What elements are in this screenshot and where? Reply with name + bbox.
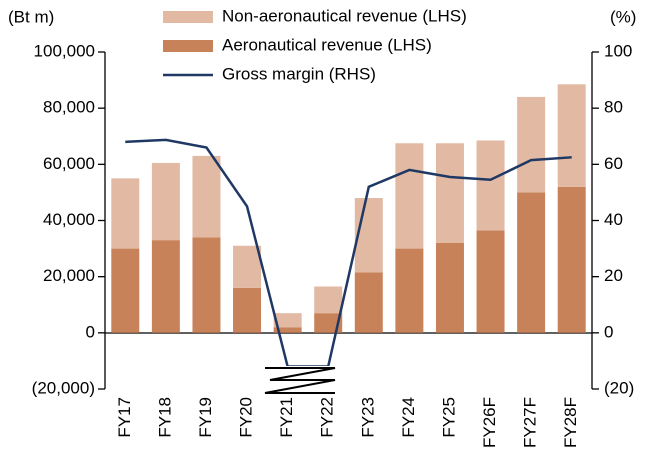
bar (273, 313, 302, 328)
y2-tick-label: (20) (604, 378, 634, 397)
bar (233, 287, 262, 333)
y2-tick-label: 60 (604, 154, 623, 173)
y-tick-label: (20,000) (32, 378, 95, 397)
bar (435, 242, 464, 333)
x-tick-label: FY18 (155, 397, 174, 438)
bar (314, 313, 343, 333)
y2-axis-label: (%) (610, 7, 636, 26)
bar (111, 248, 140, 333)
bar (557, 186, 586, 333)
y2-tick-label: 40 (604, 210, 623, 229)
legend-swatch (163, 11, 213, 23)
bar (395, 248, 424, 333)
y2-tick-label: 100 (604, 41, 632, 60)
bar (435, 143, 464, 243)
bar (233, 245, 262, 288)
y-tick-label: 40,000 (43, 210, 95, 229)
x-tick-label: FY25 (439, 397, 458, 438)
x-tick-label: FY22 (318, 397, 337, 438)
bar (476, 230, 505, 333)
y-tick-label: 100,000 (34, 41, 95, 60)
x-tick-label: FY19 (196, 397, 215, 438)
y-axis-label: (Bt m) (8, 7, 54, 26)
x-tick-label: FY26F (480, 397, 499, 448)
legend-label: Aeronautical revenue (LHS) (222, 35, 432, 54)
x-tick-label: FY20 (237, 397, 256, 438)
bar (314, 286, 343, 314)
y2-tick-label: 20 (604, 266, 623, 285)
bar (151, 162, 180, 241)
bar (354, 198, 383, 273)
x-tick-label: FY24 (399, 397, 418, 438)
x-tick-label: FY23 (358, 397, 377, 438)
bar (557, 84, 586, 187)
bar (192, 237, 221, 333)
legend-swatch (163, 40, 213, 52)
bar (192, 155, 221, 238)
legend-label: Non-aeronautical revenue (LHS) (222, 6, 467, 25)
y-tick-label: 80,000 (43, 98, 95, 117)
x-tick-label: FY17 (115, 397, 134, 438)
x-tick-label: FY27F (521, 397, 540, 448)
bar (517, 96, 546, 193)
y-tick-label: 0 (86, 322, 95, 341)
y2-tick-label: 0 (604, 322, 613, 341)
bar (354, 272, 383, 333)
x-tick-label: FY28F (561, 397, 580, 448)
y2-tick-label: 80 (604, 98, 623, 117)
bar (151, 240, 180, 333)
bar (111, 178, 140, 249)
bar (273, 327, 302, 333)
bar (476, 140, 505, 231)
y-tick-label: 20,000 (43, 266, 95, 285)
bar (395, 143, 424, 249)
axis-break (264, 367, 336, 394)
y-tick-label: 60,000 (43, 154, 95, 173)
line (125, 138, 572, 368)
legend-label: Gross margin (RHS) (222, 64, 376, 83)
x-tick-label: FY21 (277, 397, 296, 438)
bar (517, 192, 546, 333)
